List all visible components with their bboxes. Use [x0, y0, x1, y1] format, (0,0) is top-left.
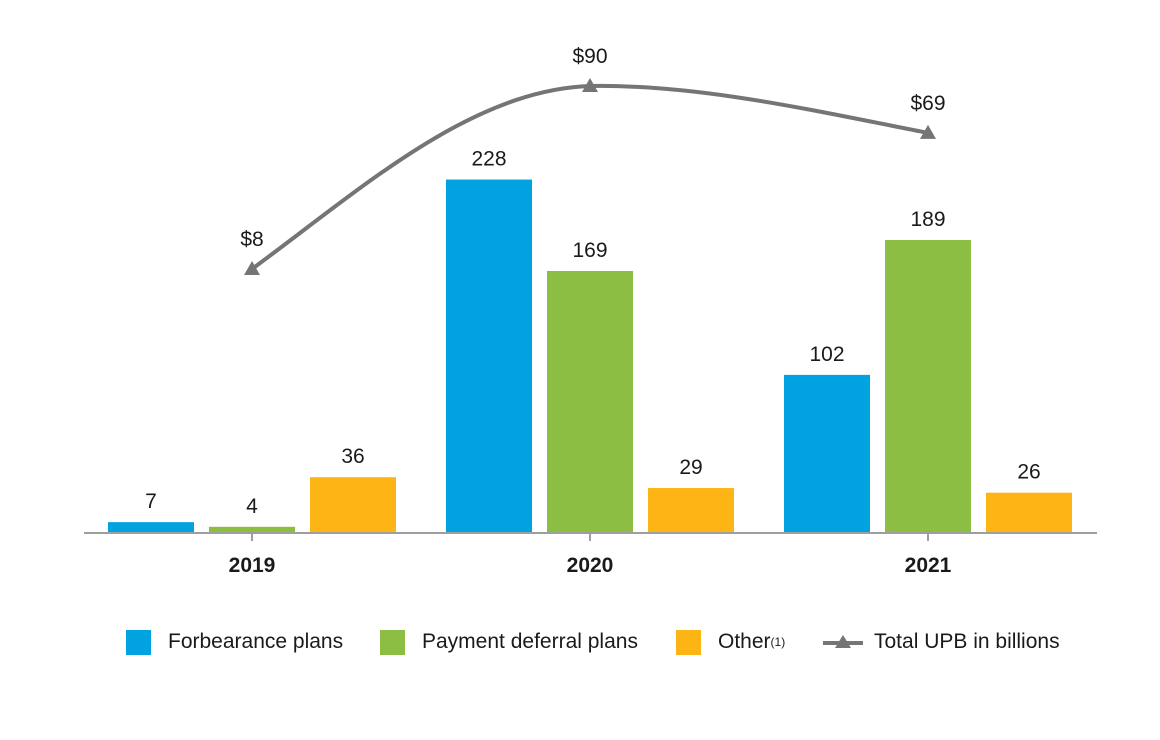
bar-label-2019-3: 36	[341, 445, 364, 468]
legend-label-forbearance: Forbearance plans	[168, 630, 344, 653]
bar-label-2021-3: 26	[1017, 461, 1040, 484]
bar-label-2020-2: 169	[572, 239, 607, 262]
upb-marker-2019	[244, 261, 260, 275]
legend-item-deferral: Payment deferral plans	[380, 624, 638, 660]
bar-label-2021-2: 189	[910, 208, 945, 231]
upb-label-2019: $8	[240, 228, 263, 251]
upb-label-2020: $90	[572, 45, 607, 68]
x-tick-label-2021: 2021	[905, 554, 952, 577]
bar-2019-1	[108, 522, 194, 533]
upb-marker-2021	[920, 124, 936, 139]
legend-swatch-forbearance	[126, 629, 151, 655]
legend-label-upb: Total UPB in billions	[874, 630, 1060, 653]
bar-2019-3	[310, 477, 396, 533]
legend-item-forbearance: Forbearance plans	[126, 624, 343, 660]
upb-marker-2020	[582, 78, 598, 92]
legend-line-marker-icon	[823, 635, 863, 648]
bar-2020-1	[446, 179, 532, 533]
x-tick-label-2020: 2020	[567, 554, 614, 577]
bar-label-2019-2: 4	[246, 495, 258, 518]
legend: Forbearance plans Payment deferral plans…	[0, 624, 1160, 660]
legend-label-deferral: Payment deferral plans	[422, 630, 638, 653]
bar-2021-2	[885, 240, 971, 533]
chart: 7 228 102 4 169 189 36 29 26 2019 2020 2021 $8 $90 $69	[84, 45, 1097, 577]
legend-label-other: Other	[718, 630, 771, 653]
legend-item-other: Other (1)	[676, 624, 785, 660]
upb-label-2021: $69	[910, 92, 945, 115]
bar-2020-2	[547, 271, 633, 533]
bar-2021-3	[986, 492, 1072, 533]
bar-2020-3	[648, 488, 734, 533]
bar-label-2021-1: 102	[809, 343, 844, 366]
x-tick-label-2019: 2019	[229, 554, 276, 577]
legend-item-upb: Total UPB in billions	[822, 624, 1060, 660]
legend-swatch-deferral	[380, 629, 405, 655]
bar-label-2020-1: 228	[471, 148, 506, 171]
legend-footnote-other: (1)	[770, 635, 786, 649]
bar-label-2020-3: 29	[679, 456, 702, 479]
legend-swatch-other	[676, 629, 701, 655]
bar-label-2019-1: 7	[145, 490, 157, 513]
bar-2021-1	[784, 374, 870, 533]
bar-2019-2	[209, 526, 295, 533]
